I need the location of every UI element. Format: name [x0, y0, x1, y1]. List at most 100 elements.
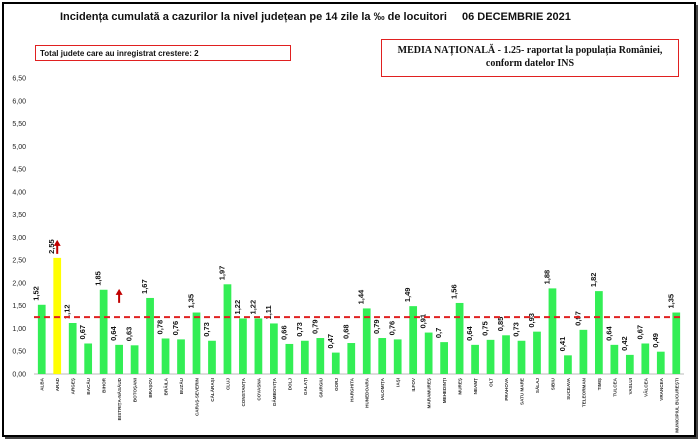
category-label: SIBIU	[550, 377, 555, 390]
bar-boto-ani	[130, 345, 139, 374]
value-label: 1,52	[32, 286, 41, 301]
category-label: BACĂU	[85, 377, 91, 394]
category-label: VRANCEA	[659, 377, 664, 400]
category-label: HUNEDOARA	[365, 377, 370, 408]
category-label: GIURGIU	[318, 377, 323, 397]
bar-covasna	[254, 318, 263, 374]
value-label: 1,97	[217, 266, 226, 281]
value-label: 0,76	[388, 321, 397, 336]
bar-ilfov	[409, 306, 418, 374]
bar-municipiul-bucure-ti	[672, 312, 681, 374]
y-tick-label: 2,50	[12, 258, 26, 265]
value-label: 0,73	[295, 322, 304, 337]
y-tick-label: 1,00	[12, 326, 26, 333]
category-label: SĂLAJ	[534, 378, 540, 394]
bar-neam-	[471, 344, 479, 374]
value-label: 0,75	[481, 321, 490, 336]
growth-info-box: Total judete care au inregistrat crester…	[35, 45, 291, 61]
value-label: 1,49	[403, 288, 412, 303]
bar-tulcea	[610, 344, 619, 374]
chart-date: 06 DECEMBRIE 2021	[462, 11, 571, 23]
bar-dolj	[285, 343, 294, 374]
value-label: 0,41	[558, 337, 567, 352]
category-label: DÂMBOVIȚA	[271, 377, 277, 405]
category-label: CARAȘ-SEVERIN	[195, 377, 201, 416]
bar-gala-i	[300, 340, 309, 374]
y-tick-label: 3,00	[12, 235, 26, 242]
category-label: MEHEDINȚI	[442, 378, 447, 403]
bar-satu-mare	[517, 340, 526, 374]
value-label: 2,55	[47, 239, 56, 254]
bar-maramure-	[424, 332, 433, 374]
y-tick-label: 1,50	[12, 303, 26, 310]
category-label: SUCEAVA	[566, 377, 571, 399]
category-label: PRAHOVA	[504, 377, 509, 400]
increase-arrow-icon	[53, 239, 61, 246]
increase-arrow-icon	[115, 288, 123, 295]
value-label: 0,49	[651, 333, 660, 348]
y-tick-label: 6,50	[12, 76, 26, 83]
category-label: HARGHITA	[349, 377, 354, 402]
y-tick-label: 5,50	[12, 121, 26, 128]
bar-teleorman	[579, 329, 588, 374]
value-label: 1,88	[542, 270, 551, 285]
value-label: 1,67	[140, 279, 149, 294]
category-label: MUREȘ	[458, 378, 464, 395]
category-label: ILFOV	[411, 377, 416, 391]
bar-sibiu	[548, 288, 557, 374]
bar-hunedoara	[362, 308, 371, 374]
bar-giurgiu	[316, 338, 325, 374]
value-label: 1,35	[187, 294, 196, 309]
category-label: CĂLĂRAȘI	[209, 378, 216, 402]
category-label: OLT	[489, 378, 494, 387]
category-label: ARGEȘ	[71, 378, 77, 394]
bar-s-laj	[533, 331, 541, 374]
category-label: MUNICIPIUL BUCUREȘTI	[674, 378, 680, 433]
national-mean-box: MEDIA NAȚIONALĂ - 1.25- raportat la popu…	[381, 39, 679, 77]
national-mean-line1: MEDIA NAȚIONALĂ - 1.25- raportat la popu…	[397, 45, 663, 56]
category-label: IAȘI	[396, 378, 402, 387]
bar-bac-u	[84, 343, 93, 374]
value-label: 1,22	[248, 300, 257, 315]
value-label: 0,64	[109, 325, 118, 340]
value-label: 0,64	[465, 325, 474, 340]
category-label: GALAȚI	[303, 378, 308, 395]
value-label: 1,35	[666, 294, 675, 309]
y-tick-label: 0,00	[12, 372, 26, 379]
bar-v-lcea	[641, 343, 650, 374]
category-label: NEAMȚ	[473, 378, 478, 395]
value-label: 0,79	[310, 319, 319, 334]
bar-cara-severin	[192, 312, 201, 374]
bar-constan-a	[239, 318, 247, 374]
y-tick-label: 2,00	[12, 280, 26, 287]
value-label: 0,79	[372, 319, 381, 334]
category-label: BUZĂU	[178, 377, 184, 394]
category-label: GORJ	[334, 378, 339, 391]
category-label: IALOMIȚA	[380, 377, 385, 400]
category-label: ALBA	[40, 377, 45, 390]
value-label: 1,12	[63, 304, 72, 319]
bar-buz-u	[177, 339, 185, 374]
bar-ialomi-a	[378, 338, 387, 374]
bar-mure-	[455, 302, 464, 374]
category-label: SATU MARE	[520, 378, 525, 405]
bar-vaslui	[625, 354, 634, 374]
bar-bihor	[99, 289, 108, 374]
bar-arge-	[68, 322, 77, 374]
value-label: 0,67	[635, 325, 644, 340]
bar-br-ila	[161, 338, 170, 374]
bar-arad	[53, 257, 62, 374]
bar-harghita	[347, 343, 356, 374]
value-label: 1,22	[233, 300, 242, 315]
category-label: BRĂILA	[163, 377, 169, 395]
category-label: BRAȘOV	[148, 377, 154, 398]
y-tick-label: 0,50	[12, 349, 26, 356]
value-label: 1,11	[264, 305, 273, 319]
category-label: MARAMUREȘ	[427, 378, 433, 408]
value-label: 0,42	[620, 336, 629, 351]
value-label: 0,63	[125, 327, 134, 342]
bar-ia-i	[393, 339, 402, 374]
category-label: CLUJ	[225, 378, 230, 390]
bar-c-l-ra-i	[208, 340, 216, 374]
